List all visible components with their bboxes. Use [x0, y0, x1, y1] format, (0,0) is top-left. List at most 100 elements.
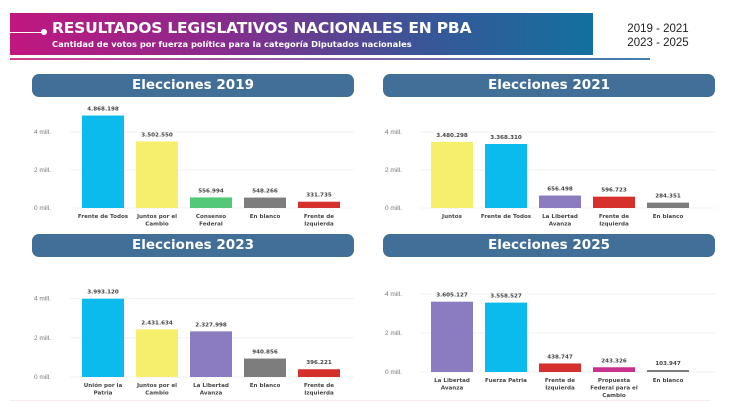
x-tick-label-line: Frente de	[304, 383, 334, 389]
data-label: 3.558.527	[490, 294, 522, 300]
chart-title: Elecciones 2025	[383, 234, 715, 257]
x-tick-label: La Libertad Avanza	[193, 383, 229, 397]
x-tick-label: Frente de Izquierda	[599, 214, 629, 228]
y-tick-label: 2 mill.	[34, 167, 51, 174]
x-tick-label-line: La Libertad	[434, 378, 470, 384]
data-label: 2.327.998	[195, 322, 227, 328]
y-tick-label: 2 mill.	[34, 335, 51, 342]
bar	[539, 195, 581, 208]
data-label: 396.221	[306, 360, 332, 366]
y-tick-label: 0 mill.	[34, 374, 51, 381]
x-tick-label-line: Frente de Todos	[78, 214, 129, 220]
x-tick-label-line: Juntos por el	[136, 214, 177, 220]
bar-chart-2021: 0 mill. 2 mill. 4 mill. 3.480.298 Juntos 3.36…	[385, 129, 715, 228]
bar	[485, 302, 527, 372]
bar	[190, 331, 232, 377]
x-tick-label-line: Izquierda	[599, 222, 629, 228]
bar	[431, 301, 473, 372]
footer-divider	[10, 400, 710, 401]
chart-panel-2025: Elecciones 2025 0 mill. 2 mill. 4 mill. 3.6…	[383, 234, 730, 399]
bar	[298, 201, 340, 208]
page-subtitle: Cantidad de votos por fuerza política pa…	[52, 39, 412, 49]
x-tick-label-line: Avanza	[549, 222, 572, 228]
x-tick-label: Frente de Izquierda	[304, 383, 334, 397]
x-tick-label: En blanco	[250, 383, 281, 389]
x-tick-label-line: Cambio	[145, 222, 169, 228]
years-line-2: 2023 - 2025	[627, 37, 689, 49]
x-tick-label-line: Avanza	[441, 386, 464, 392]
data-label: 3.480.298	[436, 133, 468, 139]
x-tick-label-line: En blanco	[653, 378, 684, 384]
data-label: 284.351	[655, 194, 681, 200]
bar-chart-2023: 0 mill. 2 mill. 4 mill. 3.993.120 Unión por …	[34, 290, 354, 397]
x-tick-label-line: Federal	[199, 222, 223, 228]
y-tick-label: 0 mill.	[385, 205, 402, 212]
bar	[136, 141, 178, 208]
x-tick-label-line: Frente de Todos	[481, 214, 532, 220]
bar	[136, 329, 178, 377]
bar	[431, 141, 473, 208]
x-tick-label: Juntos	[441, 214, 463, 220]
x-tick-label-line: En blanco	[653, 214, 684, 220]
years-line-1: 2019 - 2021	[627, 23, 689, 35]
x-tick-label-line: Fuerza Patria	[485, 378, 527, 384]
bar	[593, 367, 635, 372]
data-label: 3.605.127	[436, 293, 468, 299]
bar	[485, 144, 527, 208]
x-tick-label-line: Propuesta	[598, 378, 630, 384]
x-tick-label: Juntos por el Cambio	[136, 214, 177, 228]
x-tick-label-line: Juntos por el	[136, 383, 177, 389]
x-tick-label-line: La Libertad	[193, 383, 229, 389]
x-tick-label: Unión por la Patria	[84, 382, 123, 397]
y-tick-label: 4 mill.	[385, 129, 402, 136]
x-tick-label-line: Cambio	[602, 393, 626, 399]
x-tick-label-line: Izquierda	[304, 391, 334, 397]
bar-chart-2019: 0 mill. 2 mill. 4 mill. 4.868.198 Frente de …	[34, 107, 354, 228]
header-banner: RESULTADOS LEGISLATIVOS NACIONALES EN PB…	[10, 13, 593, 55]
bar	[190, 197, 232, 208]
chart-panel-2023: Elecciones 2023 0 mill. 2 mill. 4 mill. 3.9…	[32, 234, 382, 397]
x-tick-label-line: Frente de	[545, 378, 575, 384]
y-tick-label: 4 mill.	[34, 129, 51, 136]
y-tick-label: 2 mill.	[385, 167, 402, 174]
x-tick-label-line: Izquierda	[545, 386, 575, 392]
x-tick-label: Consenso Federal	[196, 214, 226, 228]
data-label: 596.723	[601, 188, 627, 194]
header-decor-dot	[41, 29, 47, 35]
years-range: 2019 - 2021 2023 - 2025	[598, 22, 718, 50]
x-tick-label: Frente de Todos	[481, 214, 532, 220]
x-tick-label: La Libertad Avanza	[542, 214, 578, 228]
data-label: 2.431.634	[141, 320, 173, 326]
bar	[244, 358, 286, 377]
x-tick-label: Frente de Todos	[78, 214, 129, 220]
y-tick-label: 4 mill.	[385, 291, 402, 298]
bar	[298, 369, 340, 377]
x-tick-label: La Libertad Avanza	[434, 378, 470, 392]
chart-title: Elecciones 2019	[32, 74, 354, 97]
data-label: 438.747	[547, 354, 573, 360]
x-tick-label-line: Juntos	[441, 214, 463, 220]
bar	[244, 197, 286, 208]
data-label: 940.856	[252, 350, 278, 356]
x-tick-label-line: Avanza	[200, 391, 223, 397]
x-tick-label: En blanco	[250, 214, 281, 220]
chart-panel-2021: Elecciones 2021 0 mill. 2 mill. 4 mill. 3.4…	[383, 74, 730, 234]
chart-panel-2019: Elecciones 2019 0 mill. 2 mill. 4 mill. 4.8…	[32, 74, 382, 234]
header-underline	[10, 58, 650, 60]
x-tick-label: Propuesta Federal para el Cambio	[590, 378, 638, 399]
x-tick-label-line: Frente de	[304, 214, 334, 220]
x-tick-label-line: Unión por la	[84, 382, 123, 389]
x-tick-label: Juntos por el Cambio	[136, 383, 177, 397]
x-tick-label-line: Consenso	[196, 214, 226, 220]
x-tick-label: Frente de Izquierda	[545, 378, 575, 392]
data-label: 3.502.550	[141, 132, 173, 138]
x-tick-label-line: La Libertad	[542, 214, 578, 220]
data-label: 103.947	[655, 361, 681, 367]
x-tick-label-line: Federal para el	[590, 386, 638, 392]
x-tick-label: En blanco	[653, 378, 684, 384]
x-tick-label: En blanco	[653, 214, 684, 220]
bar	[82, 298, 124, 377]
y-tick-label: 0 mill.	[385, 369, 402, 376]
x-tick-label-line: Patria	[94, 391, 113, 397]
bar	[647, 369, 689, 372]
